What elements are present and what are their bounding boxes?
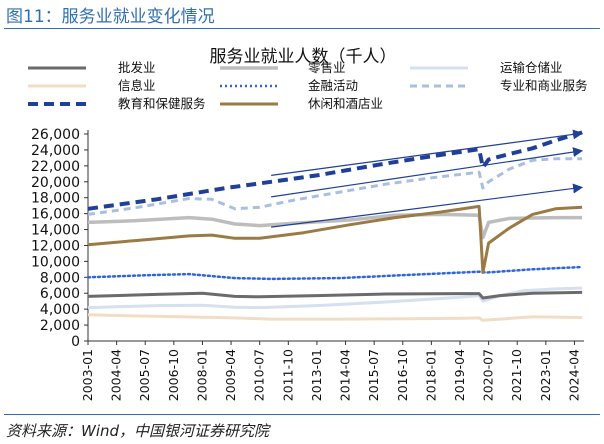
- series-line: [87, 130, 583, 211]
- legend-label: 专业和商业服务: [500, 78, 588, 93]
- top-rule: [4, 28, 600, 29]
- x-tick-label: 2024-04: [566, 349, 581, 401]
- x-tick-label: 2008-01: [194, 349, 209, 401]
- y-tick-label: 20,000: [31, 175, 80, 191]
- y-tick-label: 4,000: [40, 302, 80, 318]
- trend-arrow: [271, 147, 584, 198]
- y-tick-label: 2,000: [40, 318, 80, 334]
- series-lines: [86, 130, 584, 322]
- x-tick-label: 2010-07: [252, 349, 267, 401]
- legend-label: 批发业: [118, 60, 156, 75]
- x-tick-label: 2016-10: [395, 349, 410, 401]
- x-axis: 2003-01 2004-04 2005-07 2006-10 2008-01 2009-…: [80, 340, 584, 401]
- y-tick-label: 6,000: [40, 286, 80, 302]
- x-tick-label: 2021-10: [509, 349, 524, 401]
- x-tick-label: 2004-04: [109, 349, 124, 401]
- figure-title: 图11：服务业就业变化情况: [6, 7, 215, 27]
- series-line: [87, 290, 583, 300]
- source-note: 资料来源：Wind，中国银河证券研究院: [6, 422, 270, 440]
- x-tick-label: 2023-01: [538, 349, 553, 401]
- x-tick-label: 2005-07: [137, 349, 152, 401]
- legend-label: 休闲和酒店业: [308, 96, 383, 111]
- series-line: [87, 204, 583, 274]
- x-tick-label: 2003-01: [80, 349, 95, 401]
- y-tick-label: 8,000: [40, 270, 80, 286]
- legend-label: 零售业: [308, 60, 346, 75]
- trend-arrow: [271, 183, 584, 228]
- x-tick-label: 2011-10: [280, 349, 295, 401]
- x-tick-label: 2014-04: [338, 349, 353, 401]
- series-line: [87, 212, 583, 240]
- chart-title: 服务业就业人数（千人）: [210, 47, 397, 67]
- x-tick-label: 2019-04: [452, 349, 467, 401]
- trend-arrows: [271, 129, 584, 228]
- y-tick-label: 14,000: [31, 223, 80, 239]
- x-tick-label: 2006-10: [166, 349, 181, 401]
- legend-label: 金融活动: [308, 78, 358, 93]
- y-tick-label: 12,000: [31, 238, 80, 254]
- y-tick-label: 26,000: [31, 127, 80, 143]
- trend-arrow: [271, 129, 584, 176]
- x-tick-label: 2009-04: [223, 349, 238, 401]
- y-axis: 02,0004,0006,0008,00010,00012,00014,0001…: [31, 127, 89, 350]
- legend-label: 运输仓储业: [500, 60, 563, 75]
- series-line: [86, 265, 584, 281]
- y-tick-label: 22,000: [31, 159, 80, 175]
- y-tick-label: 10,000: [31, 254, 80, 270]
- y-tick-label: 0: [71, 334, 80, 350]
- bottom-rule: [4, 414, 600, 415]
- y-tick-label: 24,000: [31, 143, 80, 159]
- series-line: [87, 313, 583, 322]
- legend-label: 教育和保健服务: [118, 96, 206, 111]
- series-line: [87, 157, 583, 216]
- legend-label: 信息业: [118, 78, 156, 93]
- x-tick-label: 2015-07: [366, 349, 381, 401]
- x-tick-label: 2018-01: [423, 349, 438, 401]
- x-tick-label: 2013-01: [309, 349, 324, 401]
- y-tick-label: 16,000: [31, 207, 80, 223]
- y-tick-label: 18,000: [31, 191, 80, 207]
- series-line: [87, 286, 583, 310]
- x-tick-label: 2020-07: [481, 349, 496, 401]
